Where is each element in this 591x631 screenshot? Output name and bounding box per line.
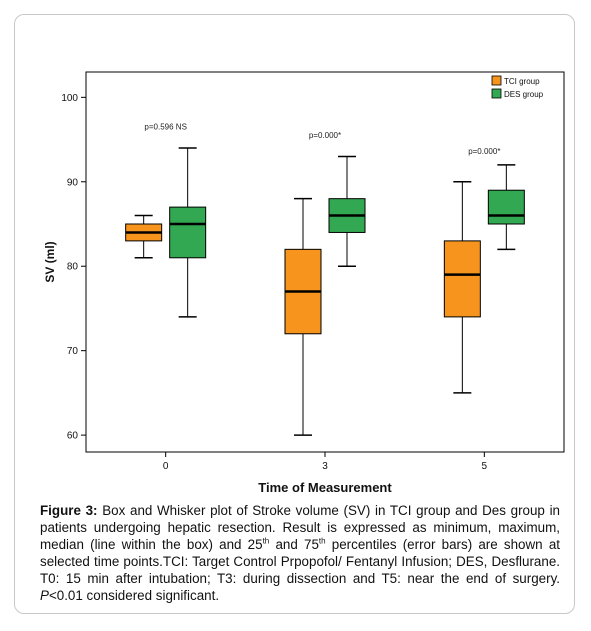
p-value-annotation: p=0.000* [468, 147, 500, 156]
x-tick-label: 3 [322, 461, 328, 472]
caption-text-3: percentiles (error bars) are shown at se… [40, 537, 560, 586]
caption-label: Figure 3: [40, 503, 98, 518]
legend-swatch [491, 88, 502, 99]
figure-caption: Figure 3: Box and Whisker plot of Stroke… [40, 502, 560, 604]
p-value-annotation: p=0.596 NS [144, 122, 186, 131]
y-axis-title: SV (ml) [43, 241, 57, 282]
caption-text-4: <0.01 considered significant. [48, 588, 220, 603]
x-axis-title: Time of Measurement [258, 480, 392, 495]
caption-sup-1: th [262, 536, 270, 546]
caption-p-italic: P [40, 588, 49, 603]
caption-text-2: and 75 [269, 537, 319, 552]
y-tick-label: 60 [67, 431, 79, 442]
legend-label: DES group [504, 90, 544, 99]
caption-sup-2: th [318, 536, 326, 546]
box-des [487, 189, 525, 225]
box-plot-chart: 60 70 80 90 100 0 3 5 Time of Measurement SV (ml)… [43, 71, 565, 495]
y-tick-label: 90 [67, 177, 79, 188]
legend-swatch [491, 75, 502, 86]
p-value-annotation: p=0.000* [309, 131, 341, 140]
x-tick-label: 5 [482, 461, 488, 472]
box-tci [443, 240, 481, 318]
legend-label: TCI group [504, 77, 540, 86]
y-tick-label: 70 [67, 346, 79, 357]
caption-text-1: Box and Whisker plot of Stroke volume (S… [40, 503, 561, 552]
y-tick-label: 100 [61, 93, 78, 104]
y-tick-label: 80 [67, 262, 79, 273]
x-tick-label: 0 [163, 461, 169, 472]
box-des [169, 206, 207, 259]
